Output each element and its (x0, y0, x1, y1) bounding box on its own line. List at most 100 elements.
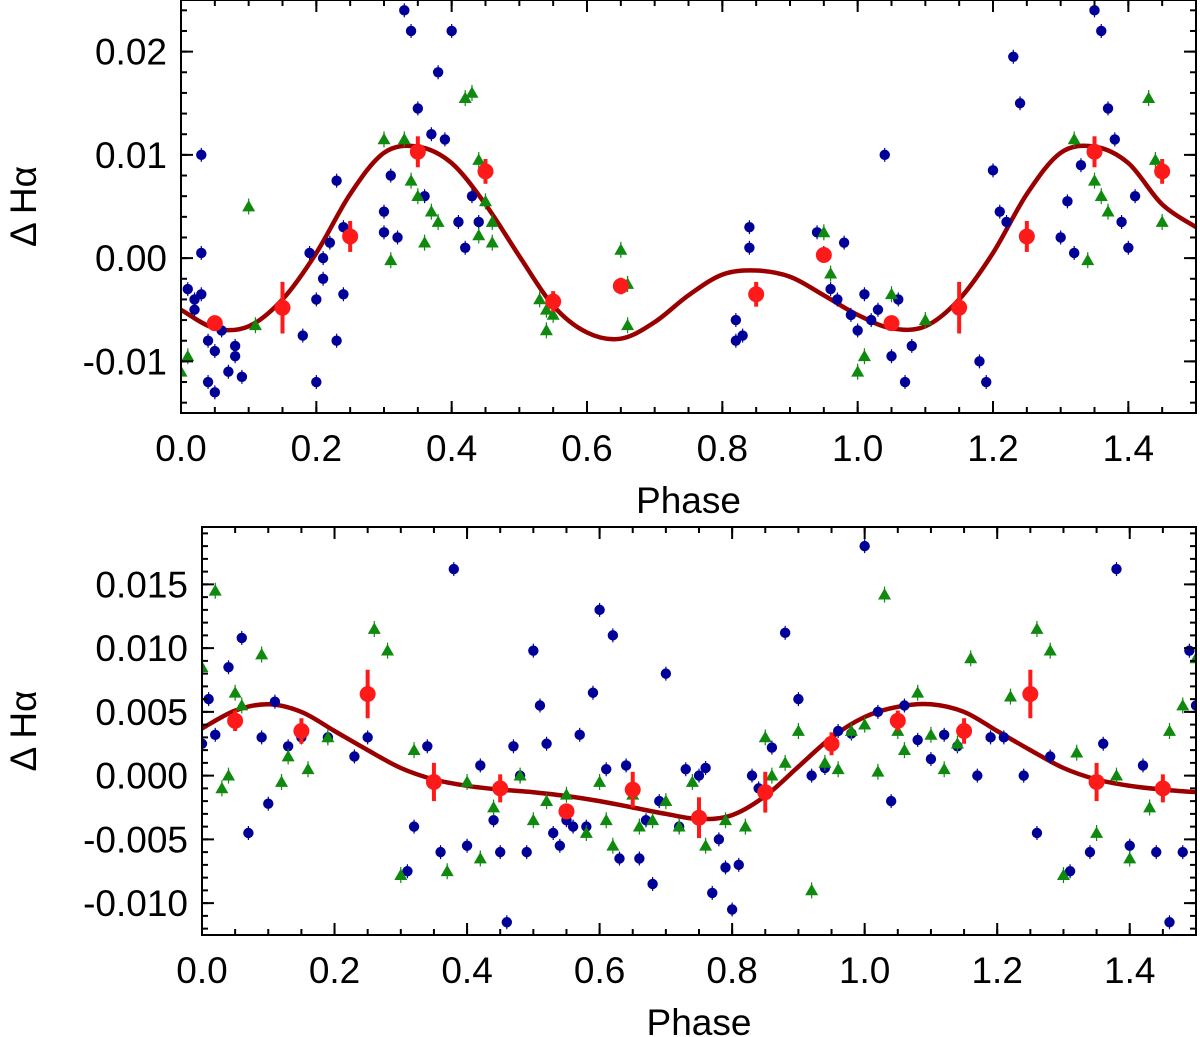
bottom-green-point (321, 730, 335, 743)
bottom-panel: 0.0 0.2 0.4 0.6 0.8 1.0 1.2 1.4 -0.010 -0.005 0.00… (3, 526, 1197, 1037)
top-green-point (817, 225, 831, 238)
top-binned-mean (545, 293, 562, 310)
top-blue-point (899, 376, 911, 388)
bottom-green-point (805, 883, 819, 896)
bottom-green-point (281, 750, 295, 762)
top-blue-point (196, 149, 207, 161)
top-green-point (614, 243, 628, 255)
bottom-x-tick-label: 0.2 (309, 950, 360, 991)
bottom-blue-point (501, 917, 513, 928)
bottom-green-point (858, 718, 872, 730)
bottom-green-point (699, 839, 713, 851)
top-panel: 0.0 0.2 0.4 0.6 0.8 1.0 1.2 1.4 -0.01 0.00 0.01 0.0… (3, 0, 1197, 521)
bottom-blue-point (779, 627, 791, 639)
bottom-blue-point (1064, 866, 1076, 877)
top-blue-point (1001, 216, 1012, 228)
top-plot-frame (180, 0, 1197, 414)
top-x-tick-label: 0.2 (291, 428, 342, 469)
bottom-blue-point (1018, 770, 1029, 781)
top-green-point (458, 91, 472, 103)
top-green-point (885, 287, 898, 300)
bottom-x-tick-label: 1.0 (839, 950, 890, 991)
bottom-blue-point (1045, 751, 1056, 762)
bottom-y-axis-title: Δ Hα (3, 690, 44, 771)
top-green-point (377, 132, 391, 145)
top-blue-point (209, 345, 221, 357)
bottom-blue-point (680, 764, 691, 775)
bottom-blue-point (707, 887, 718, 899)
top-blue-point (405, 25, 417, 37)
bottom-green-point (215, 781, 229, 794)
bottom-green-point (407, 743, 421, 755)
top-green-point (539, 323, 553, 336)
bottom-blue-point (806, 770, 817, 781)
bottom-green-point (871, 765, 885, 777)
bottom-green-point (367, 622, 381, 634)
bottom-blue-point (488, 815, 499, 826)
bottom-blue-point (461, 840, 473, 851)
top-blue-point (974, 356, 985, 367)
top-green-point (1155, 215, 1169, 227)
bottom-x-tick-label: 0.0 (176, 950, 227, 991)
bottom-blue-point (614, 853, 625, 864)
bottom-blue-point (435, 846, 446, 858)
top-green-point (1088, 174, 1101, 186)
bottom-plot-frame (201, 526, 1197, 936)
bottom-binned-mean (823, 735, 840, 752)
bottom-blue-point (475, 760, 486, 771)
bottom-blue-point (713, 834, 725, 845)
top-blue-point (832, 294, 843, 305)
bottom-y-tick-label: -0.010 (83, 883, 188, 924)
bottom-green-point (381, 644, 395, 656)
bottom-binned-mean (691, 809, 707, 826)
top-y-axis-title: Δ Hα (3, 166, 44, 247)
top-blue-point (182, 283, 193, 295)
bottom-green-point (202, 660, 209, 673)
bottom-blue-point (402, 866, 413, 877)
top-blue-point (311, 376, 322, 388)
bottom-green-point (255, 648, 269, 660)
top-y-tick-label: 0.01 (95, 135, 167, 176)
top-x-tick-label: 0.0 (155, 428, 206, 469)
top-blue-point (189, 304, 200, 315)
bottom-green-point (911, 686, 925, 698)
top-blue-point (1075, 160, 1087, 171)
bottom-blue-point (1164, 917, 1175, 928)
top-blue-point (399, 5, 410, 16)
top-green-point (465, 86, 479, 98)
top-blue-point (331, 335, 342, 346)
bottom-green-point (599, 813, 613, 826)
top-green-point (1101, 205, 1115, 217)
top-y-tick-label: 0.02 (95, 32, 167, 73)
top-green-point (472, 153, 486, 165)
bottom-x-tick-label: 0.4 (441, 950, 492, 991)
bottom-blue-point (422, 741, 433, 752)
bottom-green-point (818, 756, 832, 768)
bottom-green-point (275, 775, 289, 787)
top-green-point (485, 236, 499, 248)
top-blue-point (1129, 190, 1141, 202)
bottom-green-point (473, 852, 487, 864)
bottom-blue-point (1098, 738, 1109, 749)
top-blue-point (886, 351, 897, 362)
bottom-blue-point (660, 668, 672, 679)
bottom-blue-point (998, 732, 1010, 743)
bottom-blue-point (1111, 563, 1122, 575)
bottom-blue-point (746, 770, 758, 781)
bottom-blue-point (885, 795, 897, 807)
top-green-point (181, 349, 195, 362)
top-green-point (418, 236, 432, 248)
bottom-blue-point (236, 632, 247, 644)
bottom-x-tick-label: 0.8 (706, 950, 757, 991)
top-green-point (404, 174, 418, 186)
top-x-tick-label: 0.8 (697, 428, 748, 469)
bottom-green-point (937, 762, 951, 775)
bottom-blue-point (243, 827, 254, 839)
top-green-point (824, 267, 838, 279)
bottom-x-axis-title: Phase (647, 1002, 752, 1037)
top-blue-point (196, 247, 207, 259)
top-green-point (621, 318, 635, 331)
bottom-blue-point (1190, 700, 1196, 711)
bottom-green-point (394, 868, 408, 880)
top-green-point (533, 292, 547, 305)
